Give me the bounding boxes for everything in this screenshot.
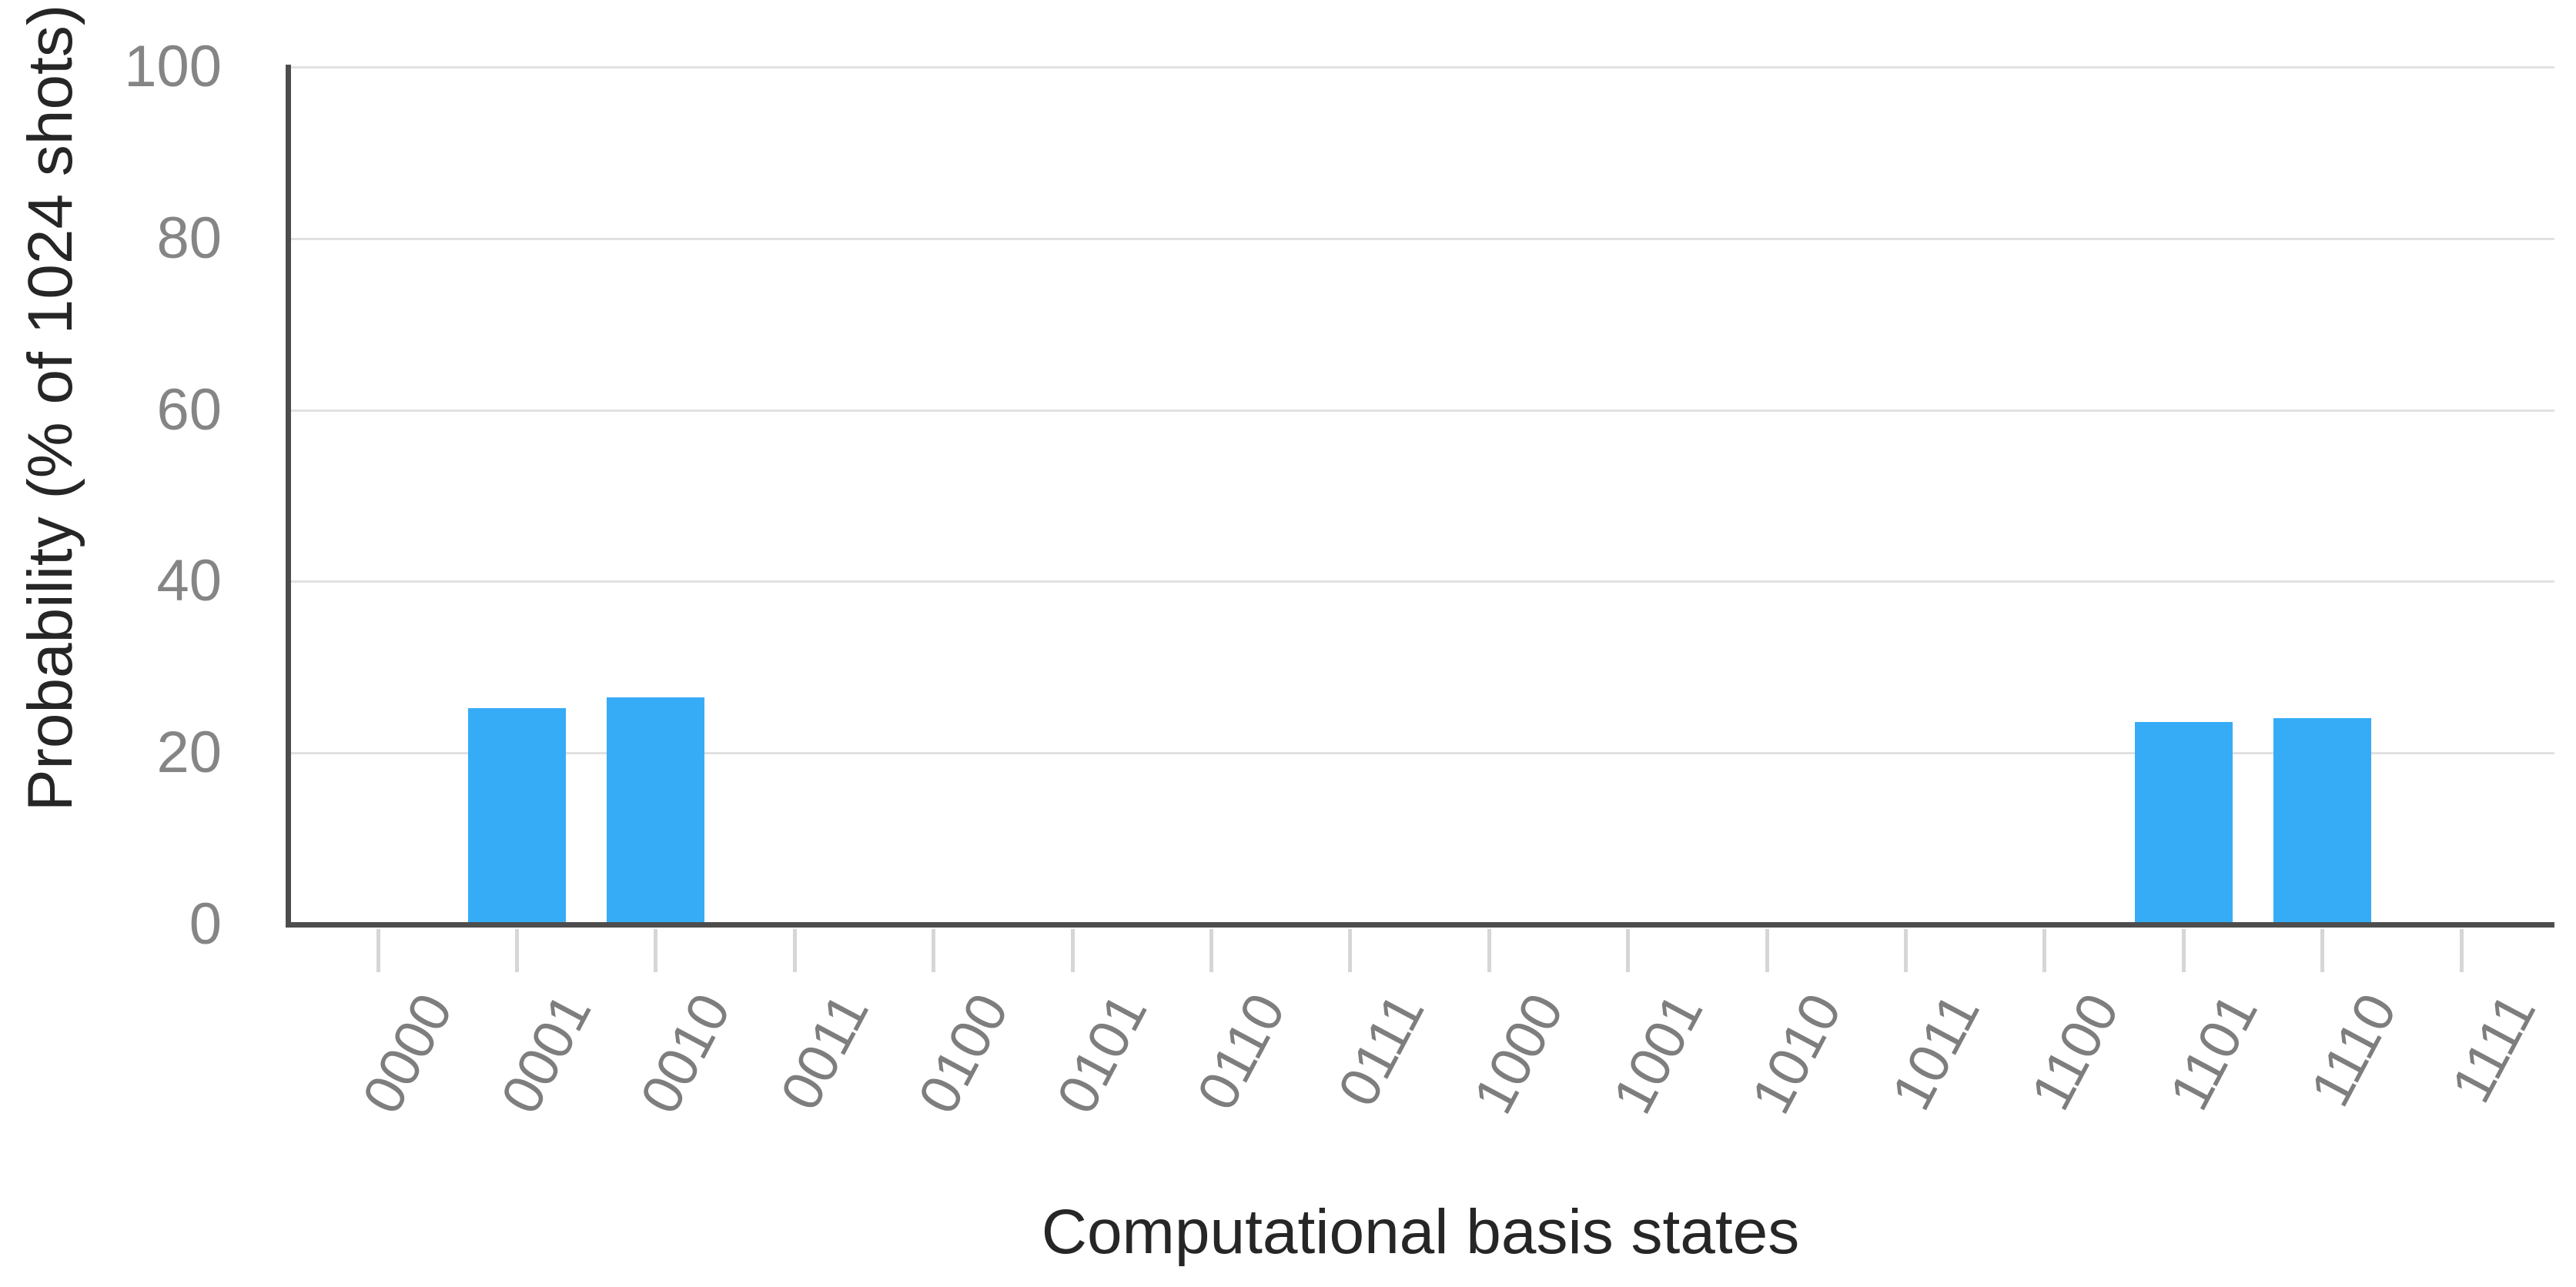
x-tick-1001 xyxy=(1626,929,1630,972)
y-tick-label-0: 0 xyxy=(189,891,222,957)
gridline-40 xyxy=(287,580,2554,583)
bar-0001 xyxy=(468,708,566,924)
x-tick-label-1000: 1000 xyxy=(1461,984,1575,1124)
plot-area xyxy=(287,66,2554,924)
x-tick-label-0011: 0011 xyxy=(768,984,881,1120)
x-tick-1010 xyxy=(1765,929,1769,972)
x-tick-1110 xyxy=(2320,929,2324,972)
x-tick-label-1111: 1111 xyxy=(2439,984,2548,1113)
x-tick-0110 xyxy=(1209,929,1213,972)
gridline-80 xyxy=(287,238,2554,240)
x-tick-label-1110: 1110 xyxy=(2299,984,2409,1116)
y-tick-label-20: 20 xyxy=(156,720,222,785)
x-tick-label-0010: 0010 xyxy=(628,984,742,1124)
bar-1101 xyxy=(2135,722,2233,924)
x-tick-1011 xyxy=(1904,929,1908,972)
x-tick-label-0000: 0000 xyxy=(350,984,464,1124)
gridline-60 xyxy=(287,410,2554,412)
gridline-100 xyxy=(287,66,2554,69)
x-tick-label-0111: 0111 xyxy=(1326,984,1437,1116)
y-tick-label-40: 40 xyxy=(156,548,222,613)
x-tick-0010 xyxy=(654,929,657,972)
x-tick-0100 xyxy=(932,929,935,972)
x-axis-line xyxy=(286,922,2554,928)
x-tick-1000 xyxy=(1487,929,1491,972)
x-axis-title: Computational basis states xyxy=(1041,1197,1800,1267)
x-tick-0000 xyxy=(376,929,380,972)
x-tick-label-0100: 0100 xyxy=(906,984,1020,1124)
x-tick-0011 xyxy=(793,929,797,972)
x-tick-label-1100: 1100 xyxy=(2019,984,2131,1120)
y-tick-label-80: 80 xyxy=(156,206,222,271)
x-tick-label-0110: 0110 xyxy=(1185,984,1297,1120)
bar-1110 xyxy=(2273,718,2371,924)
x-tick-label-1010: 1010 xyxy=(1739,984,1853,1124)
x-tick-1101 xyxy=(2182,929,2186,972)
y-axis-line xyxy=(286,65,291,928)
x-tick-label-1101: 1101 xyxy=(2157,984,2270,1120)
x-tick-0101 xyxy=(1071,929,1075,972)
y-tick-label-60: 60 xyxy=(156,377,222,443)
x-tick-label-0101: 0101 xyxy=(1045,984,1159,1124)
x-tick-label-1001: 1001 xyxy=(1601,984,1715,1124)
gridline-20 xyxy=(287,752,2554,754)
bar-0010 xyxy=(607,697,704,924)
x-tick-label-0001: 0001 xyxy=(489,984,603,1124)
x-tick-1100 xyxy=(2042,929,2046,972)
y-tick-label-100: 100 xyxy=(124,34,222,99)
x-tick-1111 xyxy=(2460,929,2464,972)
x-tick-0111 xyxy=(1348,929,1352,972)
x-tick-0001 xyxy=(515,929,519,972)
x-tick-label-1011: 1011 xyxy=(1879,984,1992,1120)
